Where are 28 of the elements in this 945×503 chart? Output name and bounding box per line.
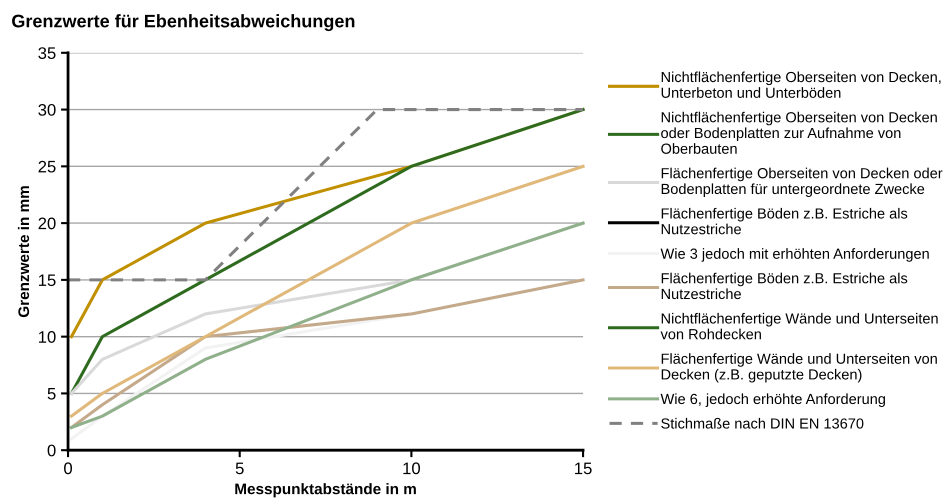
legend-label: Stichmaße nach DIN EN 13670	[661, 418, 864, 429]
y-tick-label: 0	[48, 444, 56, 456]
y-tick-label: 5	[48, 388, 56, 400]
y-tick-label: 15	[38, 274, 56, 286]
line-series	[70, 222, 585, 430]
y-tick-label: 10	[38, 331, 56, 343]
x-tick-label: 15	[575, 462, 592, 474]
legend-label: Wie 3 jedoch mit erhöhten Anforderungen	[660, 248, 929, 262]
y-axis-title: Grenzwerte in mm	[18, 186, 30, 318]
x-tick-label: 0	[64, 462, 72, 474]
x-axis-title: Messpunktabstände in m	[235, 483, 416, 498]
chart-title: Grenzwerte für Ebenheitsabweichungen	[12, 14, 354, 32]
legend-label: Flächenfertige Böden z.B. Estriche als Nutzestriche	[662, 272, 908, 300]
x-tick-label: 5	[236, 462, 244, 474]
y-tick-label: 35	[38, 47, 56, 60]
legend-label: Wie 6, jedoch erhöhte Anforderung	[660, 393, 885, 407]
line-series	[70, 164, 585, 418]
x-tick-label: 10	[403, 462, 420, 474]
line-series	[70, 108, 585, 395]
legend-label: Flächenfertige Wände und Unterseiten von Decken (z.B. geputzte Decken)	[662, 353, 937, 382]
y-tick-label: 30	[38, 104, 56, 116]
legend-label: Nichtflächenfertige Oberseiten von Decken oder Bodenplatten zur Aufnahme von Oberbauten	[661, 112, 937, 154]
legend-label: Nichtflächenfertige Oberseiten von Decken, Unterbeton und Unterböden	[662, 71, 941, 98]
legend-label: Flächenfertige Böden z.B. Estriche als Nutzestriche	[662, 208, 908, 234]
y-tick-label: 25	[38, 160, 56, 173]
y-tick-label: 20	[38, 218, 56, 230]
legend-label: Flächenfertige Oberseiten von Decken oder Bodenplatten für untergeordnete Zwecke	[662, 168, 942, 197]
legend-label: Nichtflächenfertige Wände und Unterseiten von Rohdecken	[660, 312, 938, 340]
